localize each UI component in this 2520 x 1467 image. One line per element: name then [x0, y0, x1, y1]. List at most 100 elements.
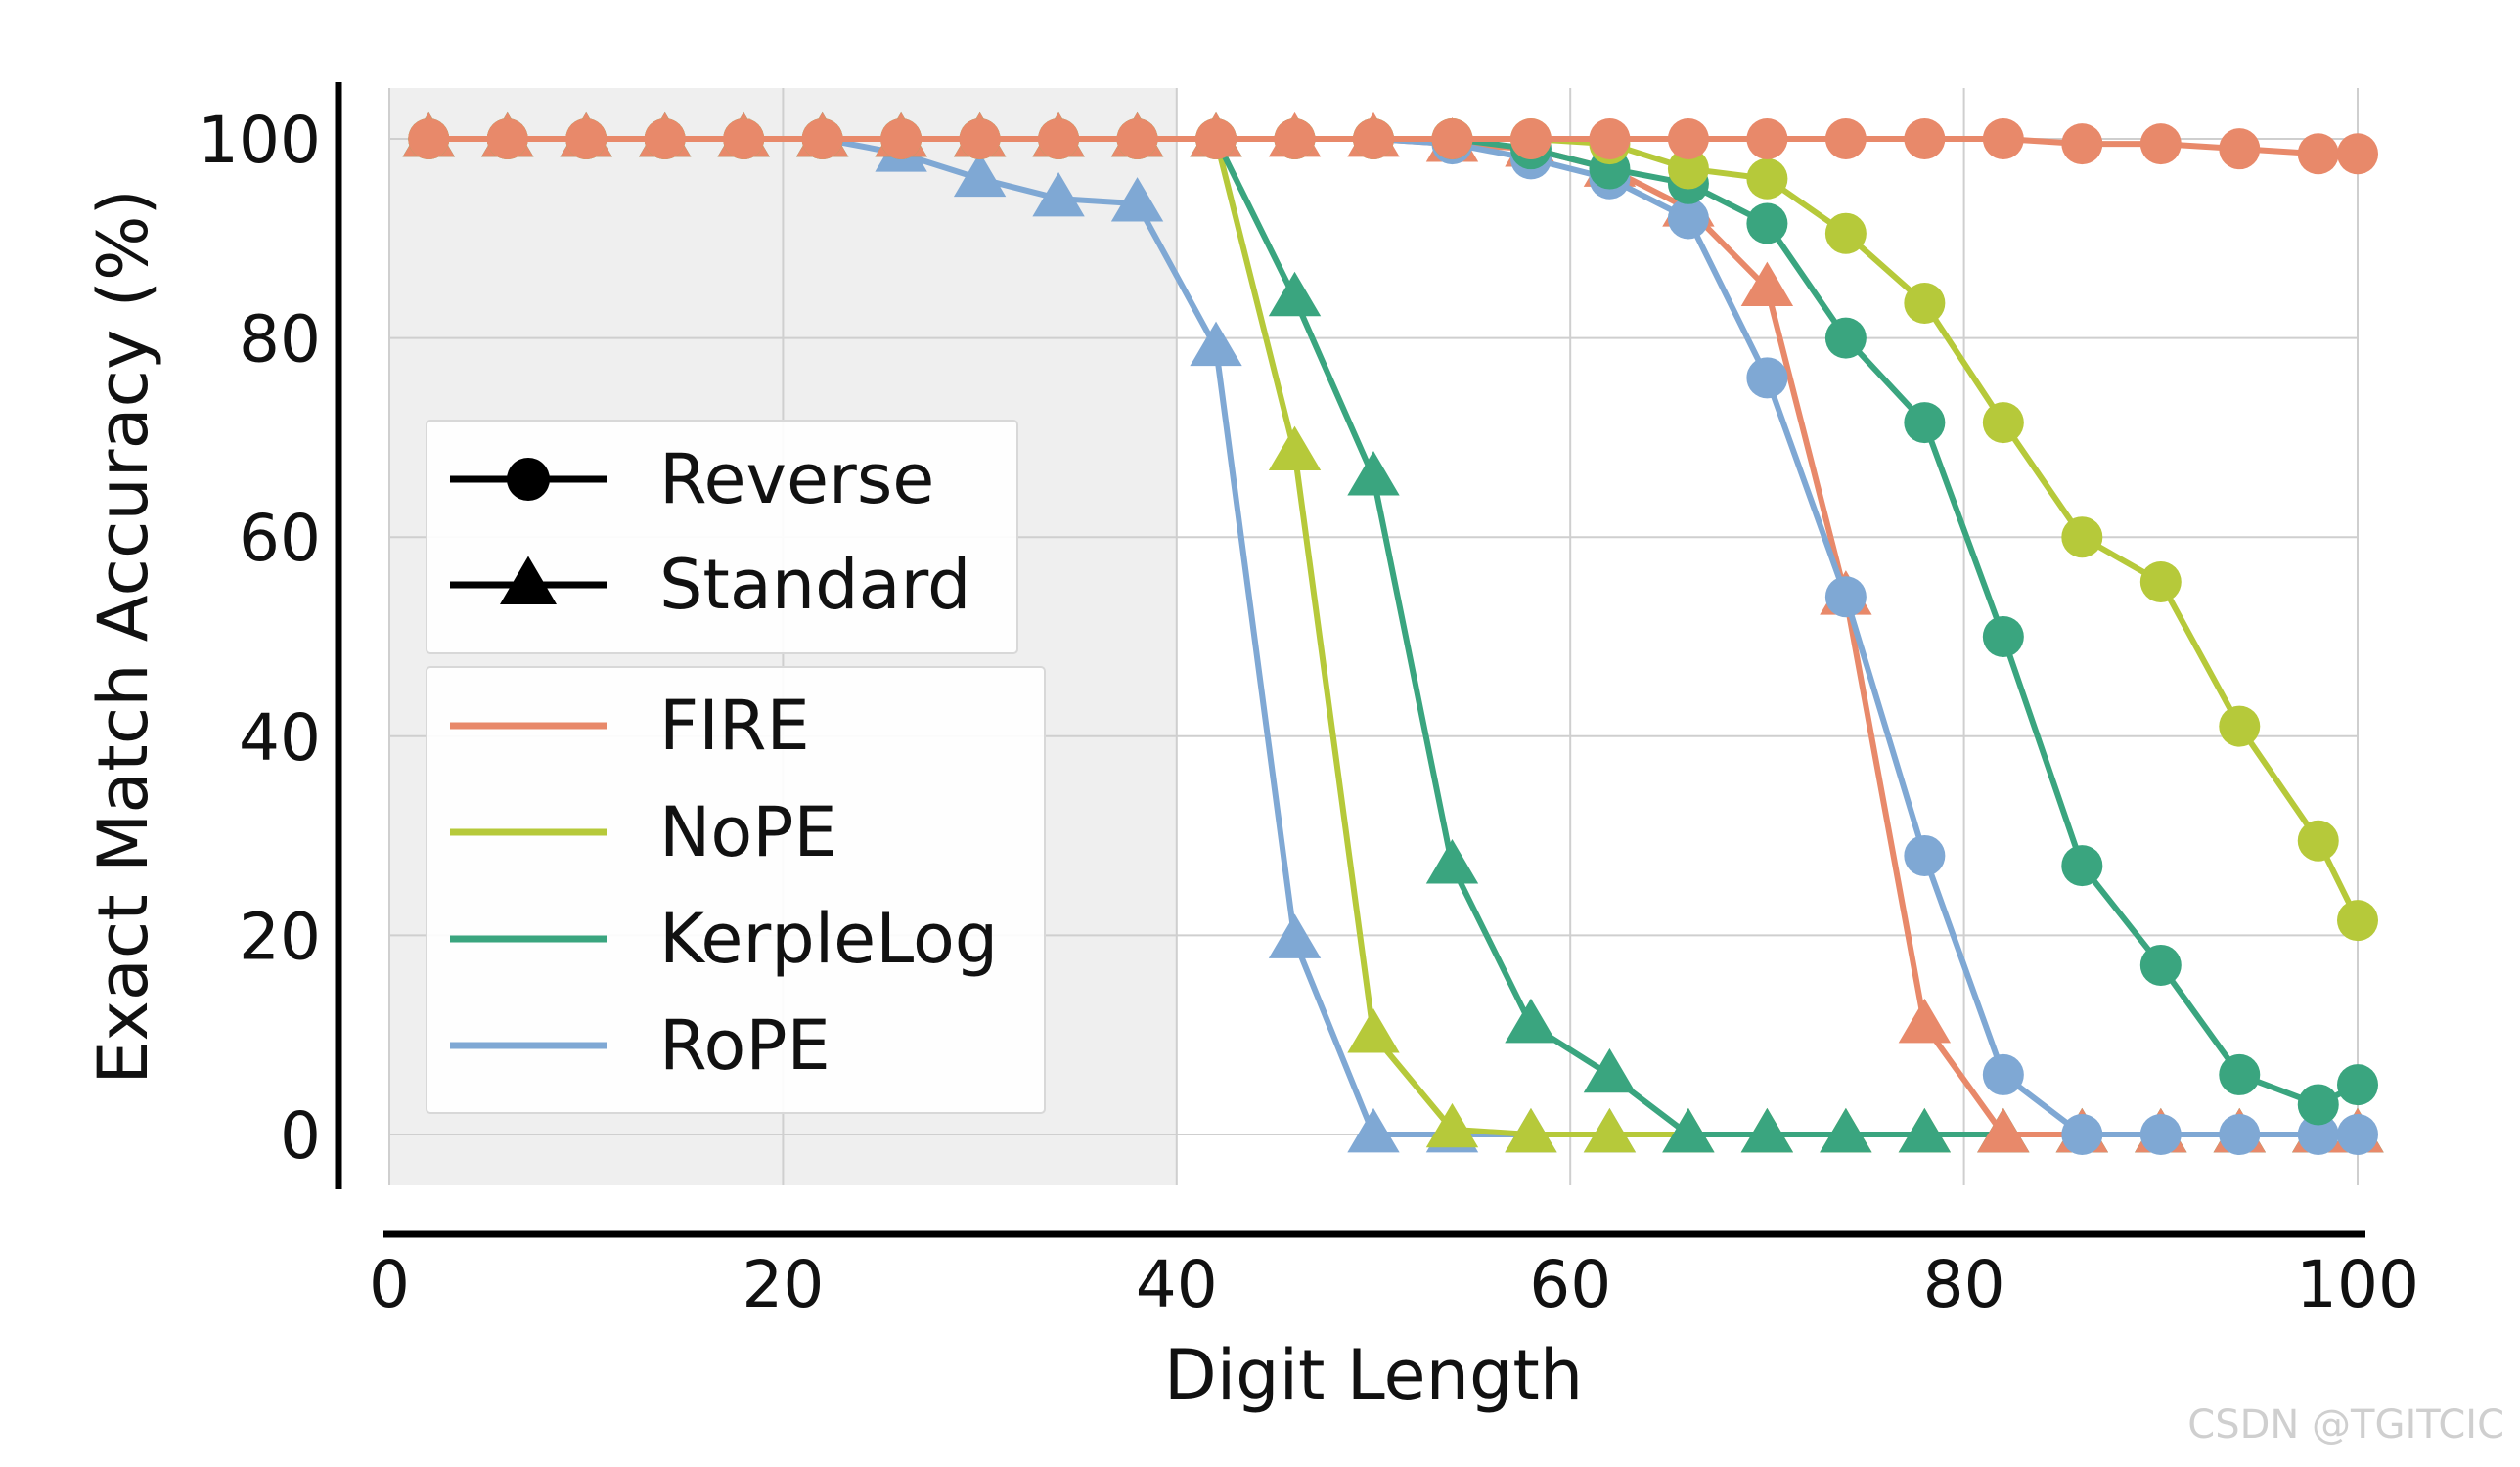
data-point-circle	[1353, 118, 1394, 159]
ticks: 0 20 40 60 80 100 0 20 40 60 80 100	[198, 103, 2419, 1322]
data-point-triangle	[1662, 1107, 1715, 1153]
x-tick-label: 100	[2296, 1247, 2419, 1322]
legend-label: FIRE	[659, 686, 810, 766]
data-point-circle	[2061, 516, 2103, 558]
data-point-circle	[1904, 402, 1946, 444]
data-point-circle	[2061, 845, 2103, 887]
data-point-triangle	[1505, 998, 1557, 1044]
data-point-triangle	[1190, 321, 1242, 367]
data-point-circle	[565, 118, 608, 159]
data-point-circle	[1667, 198, 1709, 240]
y-tick-label: 80	[239, 302, 321, 378]
data-point-circle	[2297, 820, 2339, 862]
data-point-circle	[2139, 561, 2182, 603]
data-point-circle	[2219, 1053, 2261, 1095]
data-point-circle	[2297, 1084, 2339, 1126]
data-point-circle	[1904, 834, 1946, 876]
data-point-circle	[1116, 118, 1158, 159]
data-point-circle	[2219, 1114, 2261, 1155]
data-point-triangle	[1110, 177, 1164, 222]
data-point-circle	[1746, 118, 1788, 159]
data-point-circle	[1824, 317, 1867, 359]
legend-entry-rope: RoPE	[450, 1005, 831, 1086]
data-point-circle	[2061, 1114, 2103, 1155]
data-point-circle	[2297, 1114, 2339, 1155]
data-point-circle	[644, 118, 686, 159]
data-point-circle	[1667, 118, 1709, 159]
data-point-circle	[2297, 133, 2339, 175]
series-layer	[402, 111, 2384, 1155]
data-point-triangle	[1347, 451, 1400, 496]
data-point-circle	[1982, 118, 2024, 159]
data-point-triangle	[1425, 1102, 1479, 1148]
data-point-circle	[1589, 118, 1631, 159]
data-point-triangle	[1898, 998, 1952, 1044]
data-point-circle	[1982, 402, 2024, 444]
data-point-circle	[2139, 1114, 2182, 1155]
legend-label: KerpleLog	[659, 899, 998, 979]
data-point-circle	[1746, 202, 1788, 244]
x-tick-label: 0	[369, 1247, 410, 1322]
data-point-triangle	[1425, 839, 1479, 884]
data-point-circle	[2139, 944, 2182, 986]
y-tick-label: 60	[239, 501, 321, 576]
legend-entry-nope: NoPE	[450, 792, 837, 872]
data-point-triangle	[1820, 1107, 1872, 1153]
y-tick-label: 100	[198, 103, 321, 178]
data-point-circle	[1667, 148, 1709, 190]
axes	[335, 82, 2365, 1238]
data-point-triangle	[1583, 1107, 1637, 1153]
legend-box	[426, 666, 1046, 1114]
data-point-triangle	[1583, 1047, 1637, 1093]
data-point-circle	[880, 118, 922, 159]
data-point-triangle	[1505, 1107, 1557, 1153]
y-axis-title: Exact Match Accuracy (%)	[83, 189, 163, 1085]
x-tick-label: 20	[742, 1247, 824, 1322]
legend-markers: Reverse Standard	[426, 420, 1018, 654]
data-point-triangle	[953, 152, 1007, 198]
data-point-triangle	[1740, 261, 1794, 307]
legend-entry-reverse: Reverse	[450, 439, 934, 519]
x-tick-label: 60	[1529, 1247, 1611, 1322]
data-point-circle	[801, 118, 843, 159]
data-point-circle	[723, 118, 765, 159]
legend-circle-marker	[507, 458, 550, 501]
legend-label: Reverse	[659, 439, 934, 519]
y-tick-label: 40	[239, 700, 321, 776]
data-point-circle	[486, 118, 528, 159]
data-point-circle	[2337, 1114, 2378, 1155]
legend-label: RoPE	[659, 1005, 831, 1086]
data-point-circle	[2337, 900, 2378, 942]
data-point-circle	[1038, 118, 1080, 159]
data-point-circle	[1195, 118, 1238, 159]
series-fire-reverse	[408, 118, 2378, 175]
watermark-text: CSDN @TGITCIC	[2187, 1402, 2504, 1447]
legend-entry-standard: Standard	[450, 545, 970, 625]
data-point-circle	[1904, 282, 1946, 324]
data-point-triangle	[1898, 1107, 1952, 1153]
data-point-triangle	[1977, 1107, 2030, 1153]
x-tick-label: 80	[1923, 1247, 2005, 1322]
data-point-circle	[1509, 118, 1552, 159]
data-point-circle	[959, 118, 1001, 159]
data-point-circle	[1982, 1053, 2024, 1095]
legend-triangle-marker	[500, 556, 557, 604]
data-point-triangle	[1347, 1107, 1400, 1153]
data-point-circle	[1824, 576, 1867, 618]
data-point-circle	[2061, 123, 2103, 165]
legend-entry-kerplelog: KerpleLog	[450, 899, 998, 979]
data-point-triangle	[1740, 1107, 1794, 1153]
data-point-triangle	[1268, 425, 1322, 471]
data-point-circle	[1982, 616, 2024, 657]
data-point-triangle	[1268, 271, 1322, 317]
x-axis-title: Digit Length	[1164, 1335, 1583, 1415]
data-point-circle	[2337, 133, 2378, 175]
data-point-circle	[2219, 705, 2261, 747]
data-point-triangle	[1347, 1008, 1400, 1053]
y-tick-label: 0	[280, 1098, 321, 1174]
data-point-circle	[1274, 118, 1316, 159]
data-point-circle	[1824, 212, 1867, 254]
legend-label: Standard	[659, 545, 970, 625]
data-point-circle	[1431, 118, 1473, 159]
